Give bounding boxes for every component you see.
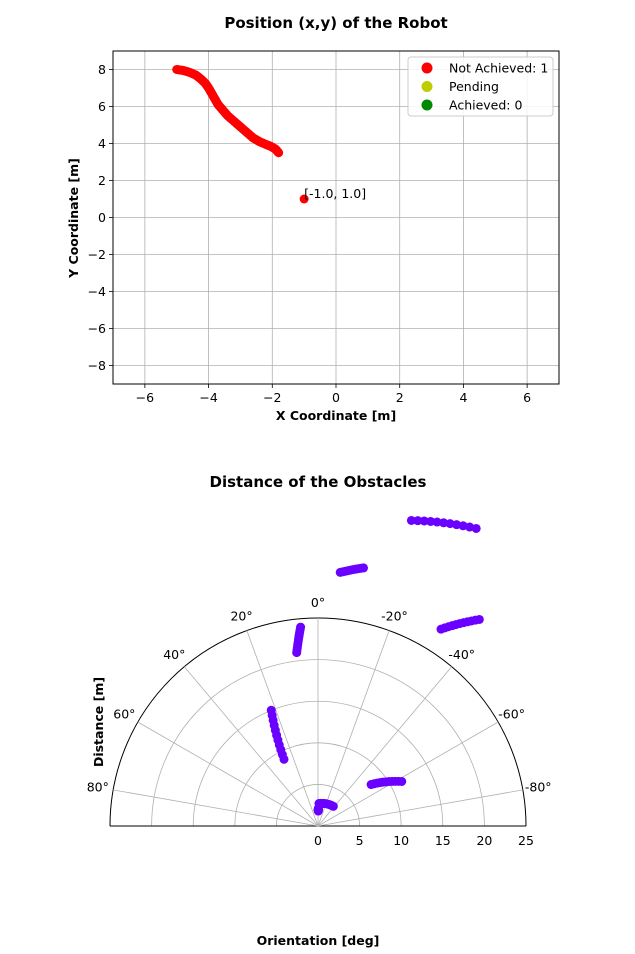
chart1-legend-marker bbox=[421, 99, 433, 111]
chart2-y-axis-label: Distance [m] bbox=[91, 677, 106, 767]
chart1-y-tick-label: −6 bbox=[88, 321, 106, 336]
chart1-x-tick-label: −4 bbox=[199, 390, 217, 405]
chart2-angular-gridline bbox=[317, 666, 453, 827]
chart2-angle-tick-label: -60° bbox=[498, 707, 525, 722]
chart1-y-tick-label: −8 bbox=[88, 358, 106, 373]
chart2-x-axis-label: Orientation [deg] bbox=[257, 933, 380, 948]
chart2-obstacle-point bbox=[419, 516, 429, 526]
chart2-angle-tick-label: 80° bbox=[87, 780, 109, 795]
chart1-plot-frame bbox=[112, 50, 560, 385]
chart2-angle-tick-label: -80° bbox=[525, 780, 552, 795]
chart2-radius-tick-label: 10 bbox=[393, 833, 409, 848]
chart2-obstacle-point bbox=[397, 776, 407, 786]
chart1-legend-label: Achieved: 0 bbox=[449, 98, 522, 113]
chart2-radius-tick-label: 15 bbox=[435, 833, 451, 848]
chart1-y-tick-label: 8 bbox=[98, 62, 106, 77]
chart2-angular-gridline bbox=[183, 666, 319, 827]
chart1-goal-point bbox=[299, 194, 309, 204]
chart2-angle-tick-label: 0° bbox=[311, 595, 325, 610]
chart2-radius-tick-label: 25 bbox=[518, 833, 534, 848]
chart1-y-tick-label: 6 bbox=[98, 99, 106, 114]
chart1-y-tick-label: −2 bbox=[88, 247, 106, 262]
chart2-title: Distance of the Obstacles bbox=[210, 473, 427, 491]
chart1-title: Position (x,y) of the Robot bbox=[224, 14, 447, 32]
chart1-legend-label: Pending bbox=[449, 79, 499, 94]
chart2-angular-gridline bbox=[317, 789, 523, 827]
chart2-angle-tick-label: -20° bbox=[381, 608, 408, 623]
chart1-legend-marker bbox=[421, 81, 433, 92]
chart2-grid bbox=[109, 617, 527, 827]
chart2-angle-tick-label: 60° bbox=[113, 707, 135, 722]
chart2-obstacle-point bbox=[426, 516, 436, 526]
chart1-goal-label: [-1.0, 1.0] bbox=[304, 186, 366, 201]
chart1-x-tick-label: −2 bbox=[263, 390, 281, 405]
chart1-legend: Not Achieved: 1 Pending Achieved: 0 bbox=[407, 56, 554, 117]
chart2-radius-tick-label: 0 bbox=[314, 833, 322, 848]
chart2-radius-tick-label: 20 bbox=[476, 833, 492, 848]
chart2-obstacle-point bbox=[328, 801, 338, 811]
chart2-obstacle-point bbox=[474, 614, 484, 624]
chart1-y-tick-label: 4 bbox=[98, 136, 106, 151]
chart1-y-tick-label: 0 bbox=[98, 210, 106, 225]
chart2-angular-gridline bbox=[113, 789, 319, 827]
chart1-x-tick-label: −6 bbox=[136, 390, 154, 405]
chart2-angular-gridline bbox=[137, 721, 319, 827]
chart2-obstacle-point bbox=[406, 515, 416, 525]
chart2-angular-gridline bbox=[317, 630, 390, 827]
chart1-goal: [-1.0, 1.0] bbox=[299, 186, 366, 204]
chart2-angle-tick-label: 20° bbox=[230, 608, 252, 623]
chart2-angular-gridline bbox=[246, 630, 319, 827]
chart2-radius-tick-label: 5 bbox=[356, 833, 364, 848]
chart2-obstacle-point bbox=[313, 804, 323, 814]
chart1-y-tick-label: −4 bbox=[88, 284, 106, 299]
chart2-obstacle-point bbox=[359, 563, 369, 573]
chart2-obstacle-point bbox=[296, 622, 306, 632]
chart2-obstacle-point bbox=[266, 705, 276, 715]
chart2-angular-gridline bbox=[317, 721, 499, 827]
chart1-y-axis-label: Y Coordinate [m] bbox=[66, 158, 81, 279]
chart2-obstacle-point bbox=[413, 516, 423, 526]
chart1-x-tick-label: 6 bbox=[523, 390, 531, 405]
chart1-legend-box bbox=[407, 56, 554, 117]
chart1-x-tick-label: 2 bbox=[396, 390, 404, 405]
chart1-legend-label: Not Achieved: 1 bbox=[449, 61, 548, 76]
chart2-obstacle-point bbox=[471, 523, 481, 533]
chart1-x-tick-label: 4 bbox=[459, 390, 467, 405]
chart2-angle-tick-label: -40° bbox=[448, 647, 475, 662]
chart1-x-axis-label: X Coordinate [m] bbox=[276, 408, 396, 423]
chart1-trajectory bbox=[172, 65, 284, 158]
chart1-legend-marker bbox=[421, 62, 433, 74]
chart1-trajectory-point bbox=[274, 148, 284, 158]
chart2-angle-tick-label: 40° bbox=[163, 647, 185, 662]
chart1-y-tick-label: 2 bbox=[98, 173, 106, 188]
chart1-ticks: −6 −4 −2 0 2 4 6 −8 −6 −4 −2 0 2 4 6 8 bbox=[88, 62, 532, 405]
chart1-x-tick-label: 0 bbox=[332, 390, 340, 405]
chart2-obstacles bbox=[266, 515, 484, 816]
chart2-ticks: 0° -20° -40° -60° -80° 20° 40° 60° 80° 0 5 10 15 20 25 bbox=[87, 595, 552, 848]
